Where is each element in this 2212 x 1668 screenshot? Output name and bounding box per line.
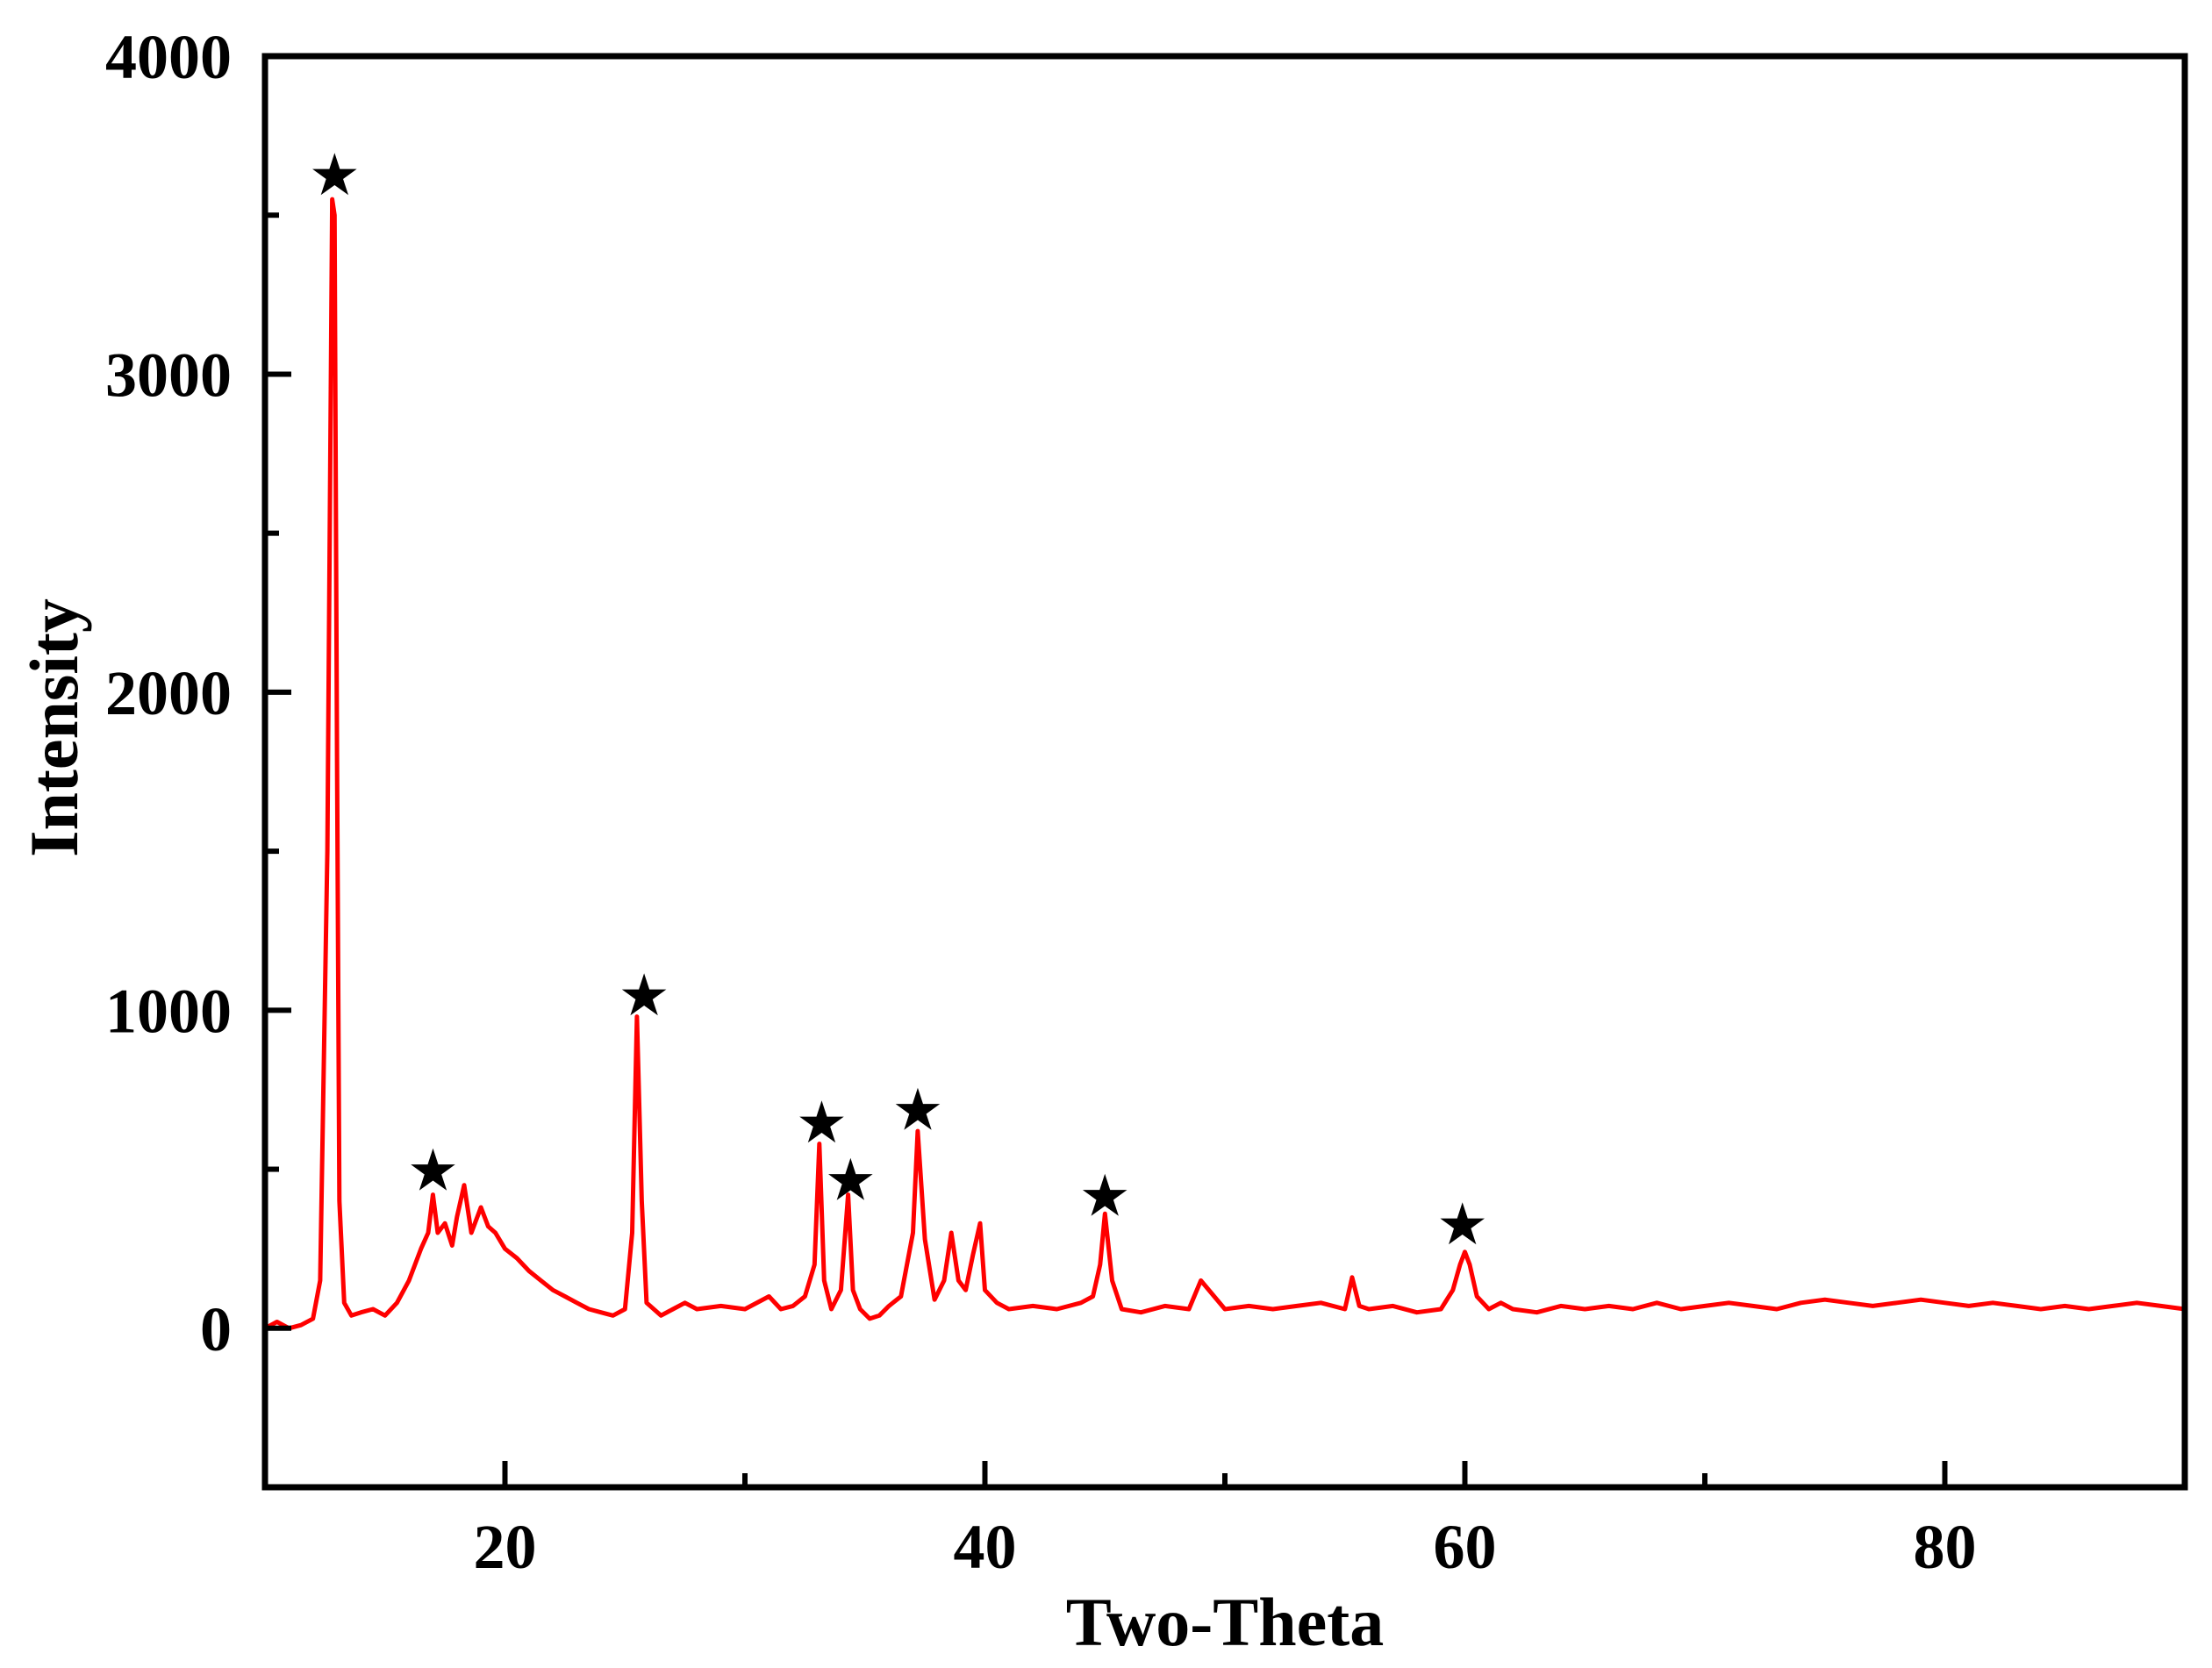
peak-markers: ★★★★★★★ ★ — [309, 141, 1489, 1258]
peak-star-marker: ★ — [1436, 1191, 1488, 1258]
y-tick-label: 2000 — [105, 658, 232, 728]
series-line-0 — [263, 197, 2186, 1331]
series-group — [263, 197, 2186, 1331]
x-tick-label: 40 — [954, 1512, 1017, 1582]
y-tick-label: 1000 — [105, 976, 232, 1046]
peak-star-marker: ★ — [309, 141, 361, 209]
x-tick-label: 20 — [474, 1512, 537, 1582]
y-tick-label: 0 — [200, 1294, 232, 1364]
y-tick-label: 3000 — [105, 340, 232, 410]
peak-star-marker: ★ — [619, 962, 670, 1029]
x-tick-label: 80 — [1914, 1512, 1977, 1582]
axis-ticks: 20 40 60 80 0 1000 2000 3000 4000 — [105, 22, 1977, 1582]
y-axis-title: Intensity — [16, 598, 92, 857]
plot-frame — [261, 53, 2188, 1491]
x-axis-title: Two-Theta — [1066, 1584, 1385, 1660]
peak-star-marker: ★ — [796, 1089, 848, 1156]
y-tick-label: 4000 — [105, 22, 232, 92]
x-tick-label: 60 — [1434, 1512, 1497, 1582]
